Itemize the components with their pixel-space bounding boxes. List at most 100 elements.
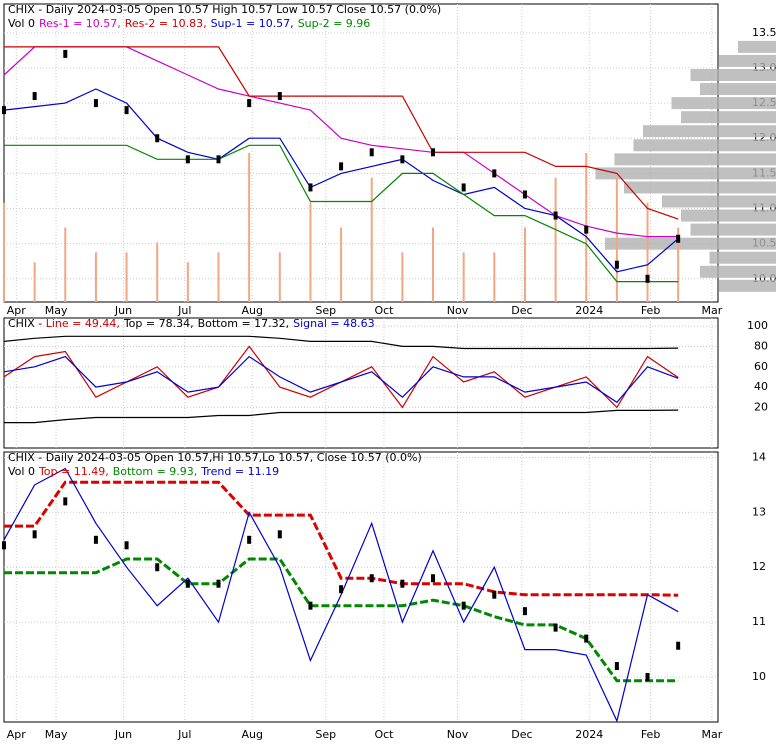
legend-item: Line = 49.44, bbox=[46, 317, 120, 330]
x-tick-label: Apr bbox=[7, 304, 27, 317]
price-bar bbox=[645, 673, 650, 681]
price-bar bbox=[155, 134, 160, 143]
header-text: CHIX - Daily 2024-03-05 Open 10.57,Hi 10… bbox=[8, 451, 422, 464]
panel-frame bbox=[3, 451, 719, 723]
price-bar bbox=[216, 579, 221, 588]
panel-frame bbox=[3, 317, 719, 449]
price-bar bbox=[614, 260, 619, 269]
price-bar bbox=[2, 541, 6, 550]
volume-bar bbox=[33, 262, 36, 302]
y-tick-label: 20 bbox=[754, 400, 768, 413]
volume-bar bbox=[156, 242, 159, 302]
y-tick-label: 13 bbox=[752, 505, 766, 518]
y-tick-label: 80 bbox=[754, 339, 768, 352]
y-tick-label: 13.5 bbox=[752, 26, 777, 39]
price-bar bbox=[614, 662, 619, 671]
volume-bar bbox=[432, 227, 435, 302]
volume-profile-bar bbox=[700, 265, 776, 278]
price-bar bbox=[339, 162, 344, 171]
volume-bar bbox=[462, 252, 465, 302]
volume-profile-bar bbox=[662, 195, 776, 208]
price-bar bbox=[93, 99, 98, 108]
volume-bar bbox=[401, 252, 404, 302]
volume-profile-bar bbox=[690, 68, 776, 81]
y-tick-label: 11 bbox=[752, 615, 766, 628]
price-bar bbox=[553, 211, 558, 220]
volume-profile-bar bbox=[719, 279, 776, 292]
volume-bar bbox=[309, 202, 312, 302]
price-bar bbox=[400, 155, 405, 164]
indicator-line bbox=[4, 409, 679, 424]
volume-profile-bar bbox=[681, 111, 776, 124]
y-tick-label: 12 bbox=[752, 560, 766, 573]
x-tick-label: Jul bbox=[177, 304, 191, 317]
legend-item: Res-1 = 10.57, bbox=[39, 17, 121, 30]
price-bar bbox=[584, 634, 589, 643]
x-tick-label: Dec bbox=[511, 304, 532, 317]
header: CHIX - Daily 2024-03-05 Open 10.57,Hi 10… bbox=[8, 451, 422, 464]
price-bar bbox=[522, 607, 527, 616]
legend: Vol 0 Top = 11.49, Bottom = 9.93, Trend = 1… bbox=[8, 465, 279, 478]
x-tick-label: Oct bbox=[374, 728, 394, 741]
price-bar bbox=[492, 590, 497, 599]
y-tick-label: 14 bbox=[752, 450, 766, 463]
volume-bar bbox=[493, 252, 496, 302]
x-tick-label: May bbox=[45, 304, 68, 317]
x-tick-label: 2024 bbox=[575, 728, 603, 741]
x-tick-label: Jun bbox=[114, 304, 132, 317]
volume-profile-bar bbox=[719, 54, 776, 67]
price-bar bbox=[461, 601, 466, 610]
legend: Vol 0 Res-1 = 10.57, Res-2 = 10.83, Sup-1 =… bbox=[8, 17, 370, 30]
volume-profile-bar bbox=[700, 83, 776, 96]
price-bar bbox=[431, 148, 436, 157]
x-tick-label: Apr bbox=[7, 728, 27, 741]
legend-item: Trend = 11.19 bbox=[200, 465, 279, 478]
price-bar bbox=[124, 541, 129, 550]
volume-profile-bar bbox=[595, 167, 776, 180]
price-bar bbox=[185, 579, 190, 588]
x-tick-label: Jul bbox=[177, 728, 191, 741]
indicator-line bbox=[3, 355, 679, 404]
volume-bar bbox=[125, 252, 128, 302]
volume-bar bbox=[248, 153, 251, 302]
price-bar bbox=[492, 169, 497, 178]
x-tick-label: Mar bbox=[701, 304, 722, 317]
volume-profile-bar bbox=[671, 97, 776, 110]
price-bar bbox=[93, 535, 98, 544]
legend-item: Top = 78.34, bbox=[123, 317, 194, 330]
header-text: CHIX - bbox=[8, 317, 46, 330]
price-bar bbox=[339, 585, 344, 594]
y-tick-label: 100 bbox=[747, 319, 768, 332]
price-bar bbox=[124, 106, 129, 115]
volume-bar bbox=[186, 262, 189, 302]
x-tick-label: Sep bbox=[315, 728, 336, 741]
volume-profile-bar bbox=[633, 139, 776, 152]
panel-frame bbox=[3, 3, 719, 303]
price-bar bbox=[216, 155, 221, 164]
indicator-line bbox=[4, 480, 679, 597]
price-bar bbox=[676, 641, 681, 650]
price-bar bbox=[308, 601, 313, 610]
volume-profile-bar bbox=[643, 125, 776, 138]
price-bar bbox=[247, 99, 252, 108]
volume-profile-bar bbox=[605, 237, 776, 250]
x-tick-label: Nov bbox=[447, 304, 469, 317]
volume-bar bbox=[64, 227, 67, 302]
x-tick-label: Dec bbox=[511, 728, 532, 741]
price-bar bbox=[676, 234, 681, 243]
volume-bar bbox=[278, 252, 281, 302]
price-bar bbox=[308, 183, 313, 192]
indicator-line bbox=[4, 144, 679, 283]
volume-profile-bar bbox=[681, 209, 776, 222]
indicator-line bbox=[3, 335, 679, 350]
price-bar bbox=[584, 225, 589, 234]
legend-item: Sup-1 = 10.57, bbox=[211, 17, 294, 30]
legend-item: Vol 0 bbox=[8, 465, 35, 478]
price-bar bbox=[461, 183, 466, 192]
y-tick-label: 40 bbox=[754, 380, 768, 393]
volume-bar bbox=[217, 252, 220, 302]
indicator-line bbox=[4, 557, 679, 683]
volume-profile-bar bbox=[690, 223, 776, 236]
x-tick-label: Sep bbox=[315, 304, 336, 317]
legend-item: Res-2 = 10.83, bbox=[125, 17, 207, 30]
